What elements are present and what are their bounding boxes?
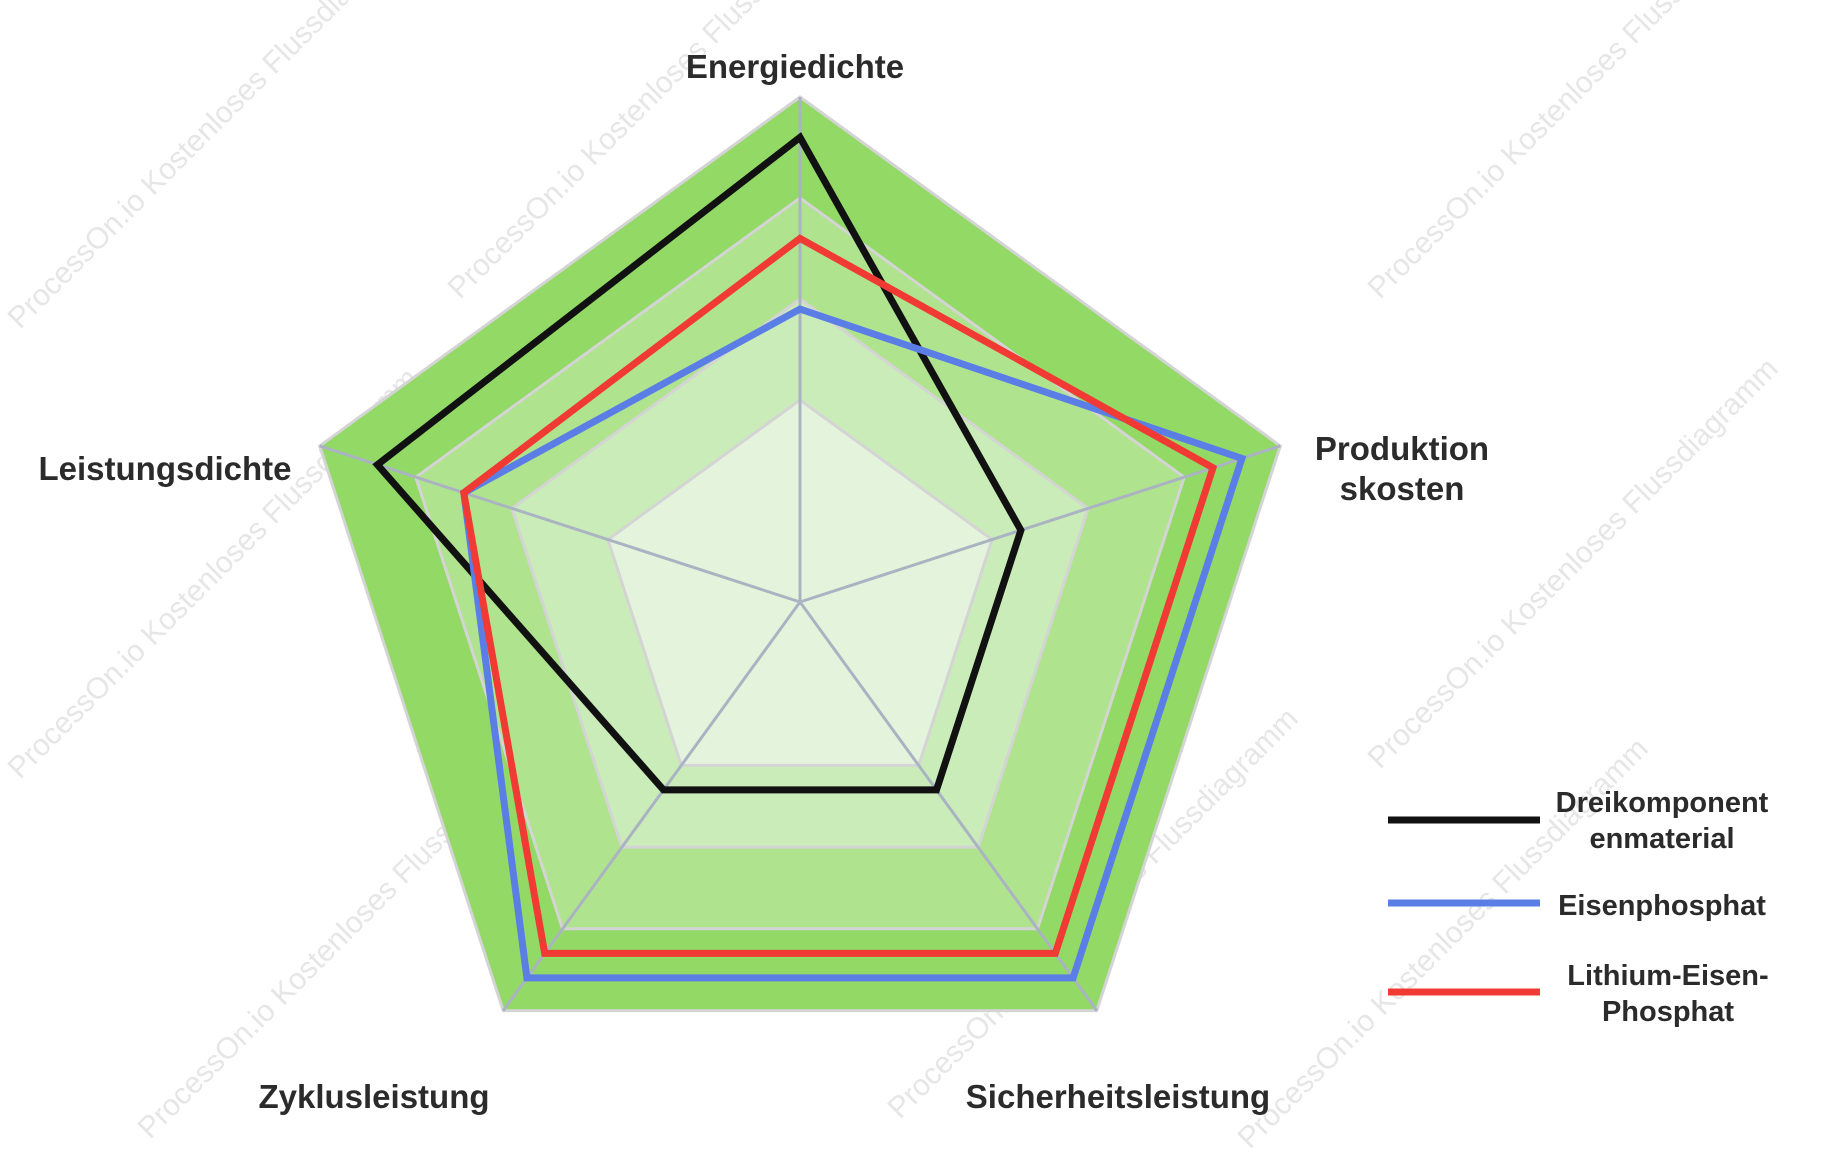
axis-spoke-3 [798,601,1099,1012]
legend: Dreikomponent enmaterial Eisenphosphat Lith… [1388,787,1769,1028]
legend-label-eisenphosphat: Eisenphosphat [1558,890,1766,922]
series-line-lithium-eisen-phosphat [459,234,1218,957]
watermark-text: ProcessOn.io Kostenloses Flussdiagramm [1362,352,1785,775]
legend-label-line: Phosphat [1602,996,1734,1028]
axis-label-line: Sicherheitsleistung [966,1078,1270,1115]
legend-label-line: Dreikomponent [1556,787,1769,819]
legend-label-line: Lithium-Eisen- [1567,960,1768,992]
axis-label-line: Zyklusleistung [258,1078,489,1115]
axis-label-zyklusleistung: Zyklusleistung [258,1078,489,1115]
axis-spoke-4 [501,601,802,1012]
axis-label-sicherheitsleistung: Sicherheitsleistung [966,1078,1270,1115]
axis-label-line: skosten [1340,470,1465,507]
series-line-dreikomponentenmaterial [372,132,1025,794]
axis-label-leistungsdichte: Leistungsdichte [38,450,291,487]
legend-label-line: enmaterial [1589,823,1734,855]
axis-label-energiedichte: Energiedichte [686,48,904,85]
legend-label-lithium-eisen-phosphat: Lithium-Eisen- Phosphat [1567,960,1768,1028]
axis-label-line: Produktion [1315,430,1489,467]
legend-label-line: Eisenphosphat [1558,890,1766,922]
series-lines [372,132,1247,982]
series-line-eisenphosphat [460,305,1247,982]
axis-label-line: Leistungsdichte [38,450,291,487]
watermark-text: ProcessOn.io Kostenloses Flussdiagramm [1362,0,1785,305]
axis-label-line: Energiedichte [686,48,904,85]
axis-spokes [319,97,1281,1012]
axis-spoke-2 [799,444,1281,604]
watermark-text: ProcessOn.io Kostenloses Flussdiagramm [2,0,425,335]
axis-spoke-5 [319,444,801,604]
legend-label-dreikomponentenmaterial: Dreikomponent enmaterial [1556,787,1769,855]
axis-labels: Energiedichte Produktion skosten Sicherheit… [38,48,1489,1115]
axis-label-produktionskosten: Produktion skosten [1315,430,1489,507]
